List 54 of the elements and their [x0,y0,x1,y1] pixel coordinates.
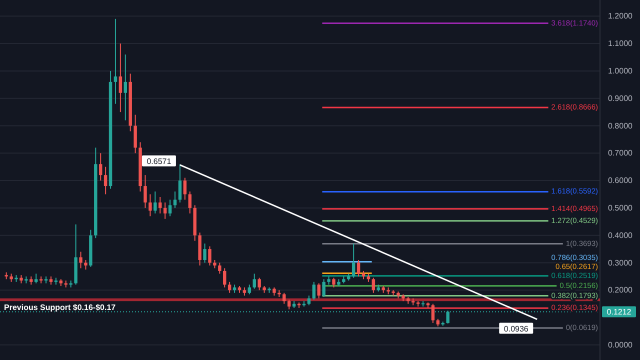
candlestick [312,281,316,300]
y-tick-label: 0.5000 [608,204,634,213]
candlestick [372,277,376,294]
candlestick [356,260,360,277]
candlestick [322,278,326,298]
y-tick-label: 1.0000 [608,66,634,76]
candlestick [208,246,212,266]
candlestick [223,268,226,288]
candlestick [317,282,320,299]
y-tick-label: 0.7000 [608,148,634,158]
candlestick [431,303,435,324]
candlestick [79,251,82,269]
candlestick [218,262,222,274]
candlestick [124,54,128,121]
y-tick-label: 0.8000 [608,121,634,130]
candlestick [104,166,108,195]
y-tick-label: 1.2000 [608,12,634,21]
y-tick-label: 0.4000 [608,230,634,240]
candlestick [352,243,356,278]
y-tick-label: 0.9000 [608,94,634,103]
candlestick [228,281,232,294]
candlestick [178,164,182,203]
candlestick [148,194,152,217]
candlestick [34,273,38,284]
candlestick [144,174,147,208]
y-tick-label: 1.1000 [608,39,634,48]
candlestick [282,292,286,304]
candlestick [183,177,187,200]
candlestick [287,299,291,310]
candlestick [332,277,336,288]
candlestick [134,114,137,154]
candlestick [258,277,261,291]
y-tick-label: 0.0000 [608,340,634,350]
candlestick [154,191,157,214]
candlestick [118,43,122,113]
candlestick [188,191,192,214]
candlestick [98,152,102,182]
candlestick [163,202,167,220]
data-label: 0.0936 [504,324,529,334]
candlestick [248,284,252,295]
candlestick [173,191,177,208]
candlestick [158,196,162,214]
data-label: 0.6571 [146,156,172,166]
candlestick [203,243,206,264]
ref-line-label: 0.1212 [606,308,632,317]
candlestick [168,199,172,217]
y-tick-label: 0.6000 [608,176,634,186]
candlestick [252,273,256,290]
candlestick [84,260,88,270]
band-label: Previous Support $0.16-$0.17 [4,303,116,312]
y-tick-label: 0.3000 [608,258,634,268]
candlestick [307,295,311,306]
candlestick [114,18,118,104]
y-tick-label: 0.2000 [608,286,634,295]
